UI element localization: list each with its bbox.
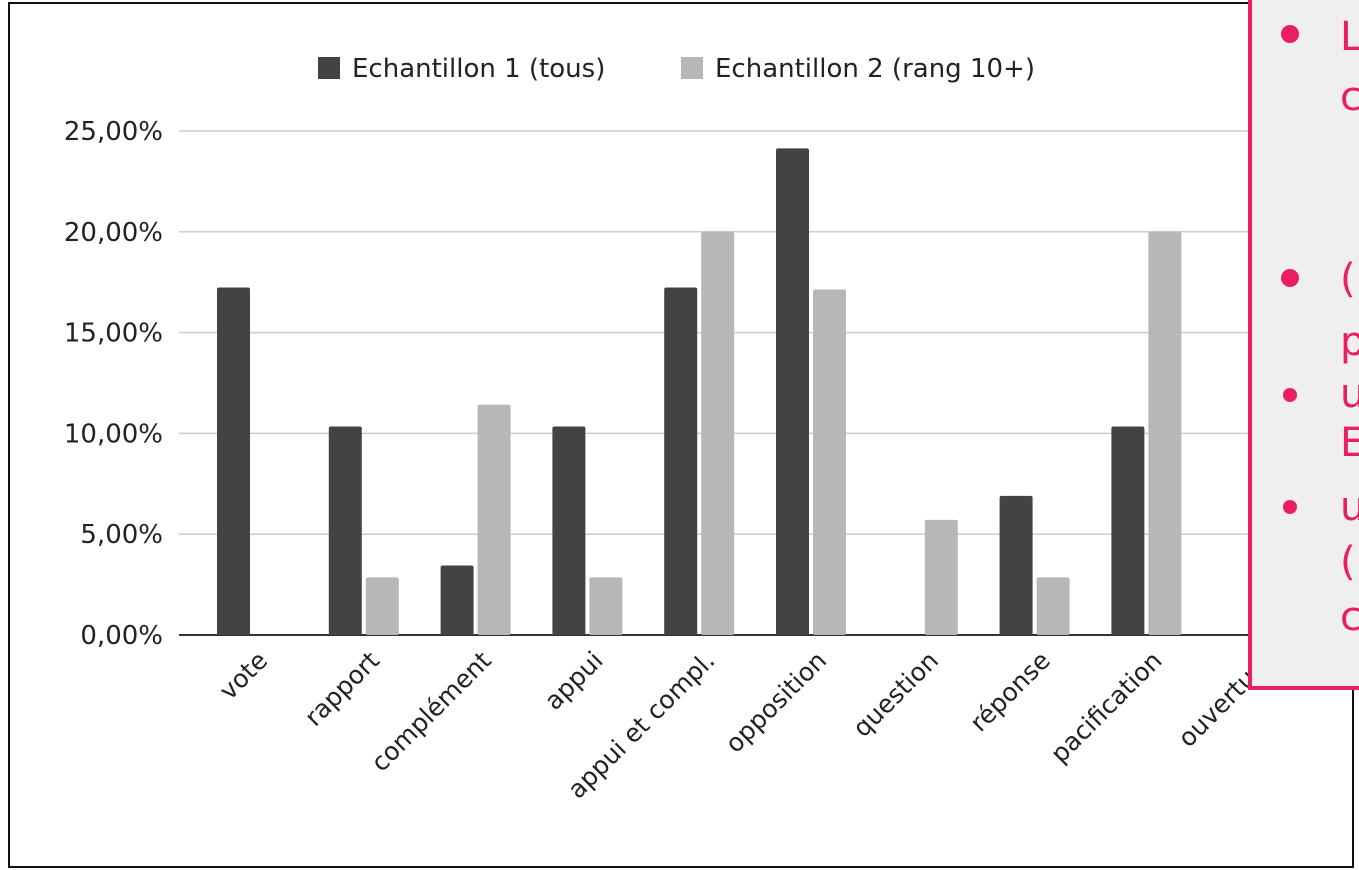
x-tick-label: complément bbox=[365, 646, 497, 778]
bar-series-2 bbox=[1148, 231, 1182, 636]
y-tick-label: 25,00% bbox=[64, 117, 163, 147]
y-tick-label: 10,00% bbox=[64, 419, 163, 449]
legend: Echantillon 1 (tous) Echantillon 2 (rang… bbox=[318, 54, 1035, 84]
bar-series-2 bbox=[589, 577, 623, 635]
legend-swatch-series-1 bbox=[318, 57, 340, 79]
x-tick-label: pacification bbox=[1045, 646, 1168, 769]
bar-series-1 bbox=[328, 426, 362, 635]
x-tick-label: question bbox=[847, 646, 944, 743]
bar-series-2 bbox=[365, 577, 399, 635]
bar-series-2 bbox=[924, 519, 958, 635]
y-tick-label: 15,00% bbox=[64, 319, 163, 349]
bar-series-2 bbox=[813, 289, 846, 635]
overlay-text-panel bbox=[1248, 0, 1359, 690]
legend-label-series-1: Echantillon 1 (tous) bbox=[352, 54, 605, 84]
bar-series-1 bbox=[217, 287, 250, 635]
legend-swatch-series-2 bbox=[681, 57, 703, 79]
bar-series-1 bbox=[999, 495, 1033, 635]
legend-label-series-2: Echantillon 2 (rang 10+) bbox=[715, 54, 1035, 84]
x-tick-label: vote bbox=[214, 646, 274, 706]
bar-series-2 bbox=[477, 404, 511, 635]
x-tick-label: opposition bbox=[720, 646, 833, 759]
x-tick-label: réponse bbox=[964, 646, 1056, 738]
x-tick-label: rapport bbox=[299, 646, 385, 732]
bar-series-1 bbox=[440, 565, 474, 635]
y-tick-label: 5,00% bbox=[80, 520, 163, 550]
bar-series-2 bbox=[1036, 577, 1070, 635]
y-axis-ticks: 0,00% 5,00% 10,00% 15,00% 20,00% 25,00% bbox=[64, 117, 163, 651]
x-tick-label: appui bbox=[539, 646, 609, 716]
bar-series-1 bbox=[1111, 426, 1145, 635]
y-tick-label: 0,00% bbox=[80, 621, 163, 651]
y-tick-label: 20,00% bbox=[64, 218, 163, 248]
bar-series-1 bbox=[664, 287, 698, 635]
bar-series-2 bbox=[701, 231, 735, 636]
bars bbox=[217, 148, 1294, 636]
bar-series-1 bbox=[552, 426, 586, 635]
bar-series-1 bbox=[776, 148, 809, 636]
